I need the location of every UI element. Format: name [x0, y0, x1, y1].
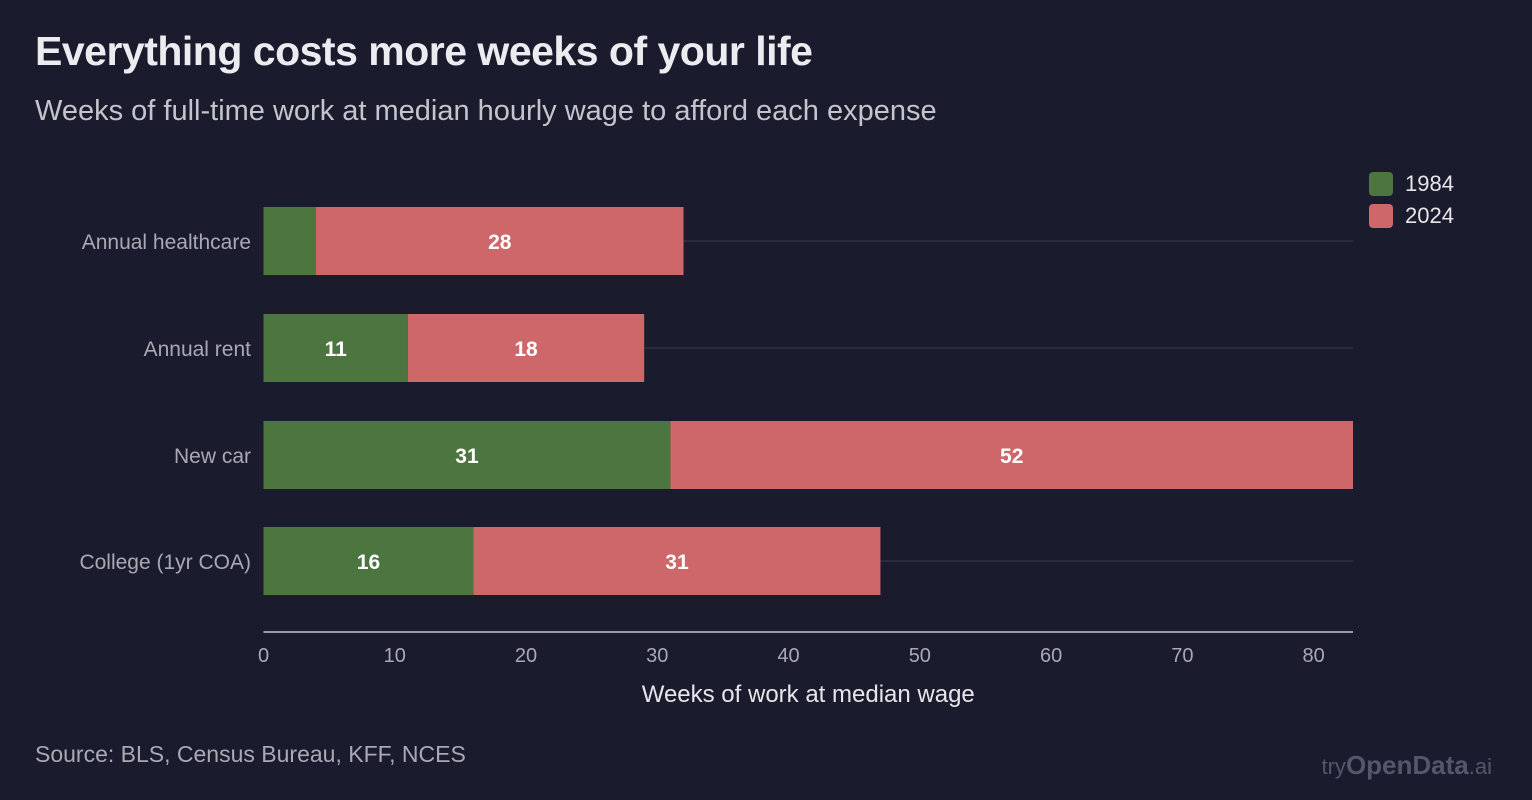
x-axis-title: Weeks of work at median wage: [642, 681, 975, 708]
data-label: 52: [1000, 445, 1023, 468]
x-tick-label: 80: [1302, 645, 1324, 667]
chart-title: Everything costs more weeks of your life: [35, 28, 813, 74]
x-tick-label: 60: [1040, 645, 1062, 667]
legend-item-1984: 1984: [1369, 168, 1454, 200]
source-note: Source: BLS, Census Bureau, KFF, NCES: [35, 741, 466, 767]
category-label: Annual rent: [144, 338, 252, 361]
bar-2024: [316, 207, 684, 275]
x-tick-label: 0: [258, 645, 269, 667]
brand-suffix: .ai: [1468, 754, 1492, 779]
brand-name: OpenData: [1345, 750, 1469, 780]
brand-logo: tryOpenData.ai: [1321, 750, 1492, 781]
brand-prefix: try: [1321, 754, 1346, 779]
x-tick-label: 30: [646, 645, 668, 667]
legend-item-2024: 2024: [1369, 200, 1454, 232]
data-label: 31: [455, 445, 479, 468]
bar-2024: [407, 314, 645, 382]
bar-2024: [473, 527, 881, 595]
data-label: 18: [514, 338, 538, 361]
bar-1984: [263, 207, 317, 275]
data-label: 11: [325, 338, 348, 361]
data-label: 31: [665, 551, 689, 574]
legend: 1984 2024: [1369, 168, 1454, 232]
data-label: 16: [357, 551, 380, 574]
x-tick-label: 50: [909, 645, 931, 667]
legend-swatch: [1369, 204, 1393, 228]
x-tick-label: 70: [1171, 645, 1193, 667]
x-tick-label: 20: [515, 645, 537, 667]
x-tick-label: 40: [777, 645, 799, 667]
data-label: 28: [488, 231, 512, 254]
x-tick-label: 10: [384, 645, 406, 667]
category-label: New car: [174, 445, 251, 468]
legend-swatch: [1369, 172, 1393, 196]
category-label: College (1yr COA): [79, 551, 251, 574]
chart-subtitle: Weeks of full-time work at median hourly…: [35, 95, 937, 127]
bar-1984: [263, 421, 671, 489]
bar-1984: [263, 527, 474, 595]
legend-label: 1984: [1405, 171, 1454, 196]
legend-label: 2024: [1405, 203, 1454, 228]
bar-2024: [670, 421, 1353, 489]
bar-1984: [263, 314, 408, 382]
category-label: Annual healthcare: [82, 231, 251, 254]
